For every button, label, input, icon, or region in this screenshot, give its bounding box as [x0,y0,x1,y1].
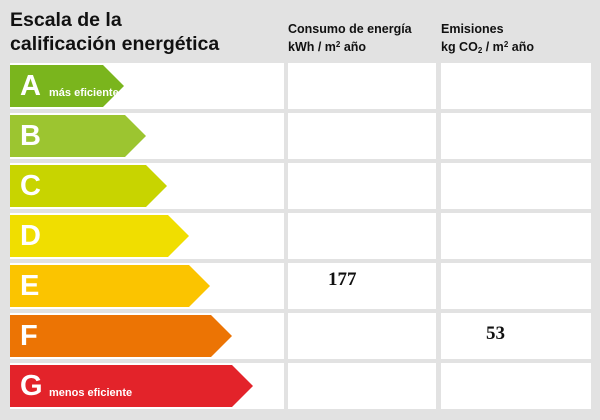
consumo-cell-d [288,213,436,259]
consumo-cell-g [288,363,436,409]
rating-arrow-e: E [10,265,210,307]
rating-arrow-shape-f [10,315,232,357]
rating-arrow-fill-d [10,215,189,257]
emisiones-header-unit: kg CO2 / m2 año [441,40,534,55]
rating-letter-c: C [20,170,41,202]
emisiones-value-b [441,113,591,159]
consumo-value-e: 177 [328,269,357,290]
emisiones-value-g [441,363,591,409]
emisiones-value-e [441,263,591,309]
rating-letter-b: B [20,120,41,152]
consumo-value-d [288,213,436,259]
rating-arrow-d: D [10,215,189,257]
rating-arrow-c: C [10,165,167,207]
rating-row-e: E [10,263,284,309]
consumo-cell-a [288,63,436,109]
emisiones-value-c [441,163,591,209]
emisiones-value-d [441,213,591,259]
rating-arrow-fill-c [10,165,167,207]
rating-arrow-shape-b [10,115,146,157]
rating-arrow-shape-g [10,365,253,407]
consumo-value-b [288,113,436,159]
emisiones-value-a [441,63,591,109]
emisiones-header-label: Emisiones [441,22,504,36]
consumo-value-a [288,63,436,109]
consumo-cell-b [288,113,436,159]
emisiones-column-header: Emisiones kg CO2 / m2 año [441,20,534,56]
rating-letter-g: G [20,370,43,402]
rating-row-f: F [10,313,284,359]
emisiones-cell-b [441,113,591,159]
title-line-1: Escala de la [10,9,122,31]
consumo-value-c [288,163,436,209]
rating-arrow-b: B [10,115,146,157]
rating-sublabel-g: menos eficiente [49,387,133,399]
emisiones-cell-g [441,363,591,409]
consumo-cell-e: 177 [288,263,436,309]
rating-arrow-fill-f [10,315,232,357]
consumo-cell-f [288,313,436,359]
rating-arrow-fill-e [10,265,210,307]
consumo-cell-c [288,163,436,209]
page-title: Escala de la calificación energética [10,8,219,56]
title-line-2: calificación energética [10,33,220,55]
rating-arrow-fill-a [10,65,124,107]
rating-letter-d: D [20,220,41,252]
rating-sublabel-a: más eficiente [49,87,119,99]
emisiones-cell-e [441,263,591,309]
consumo-header-label: Consumo de energía [288,22,412,36]
rating-arrow-fill-g [10,365,253,407]
rating-row-d: D [10,213,284,259]
consumo-header-unit: kWh / m2 año [288,40,367,54]
emisiones-value-f: 53 [486,323,505,344]
consumo-value-f [288,313,436,359]
rating-arrow-f: F [10,315,232,357]
rating-letter-e: E [20,270,40,302]
rating-arrow-shape-d [10,215,189,257]
rating-row-b: B [10,113,284,159]
rating-arrow-shape-c [10,165,167,207]
rating-letter-a: A [20,70,41,102]
rating-arrow-fill-b [10,115,146,157]
rating-arrow-shape-e [10,265,210,307]
emisiones-cell-a [441,63,591,109]
emisiones-cell-f: 53 [441,313,591,359]
consumo-value-g [288,363,436,409]
rating-row-c: C [10,163,284,209]
consumo-column-header: Consumo de energía kWh / m2 año [288,20,412,56]
emisiones-cell-d [441,213,591,259]
emisiones-cell-c [441,163,591,209]
rating-arrow-shape-a [10,65,124,107]
rating-letter-f: F [20,320,38,352]
